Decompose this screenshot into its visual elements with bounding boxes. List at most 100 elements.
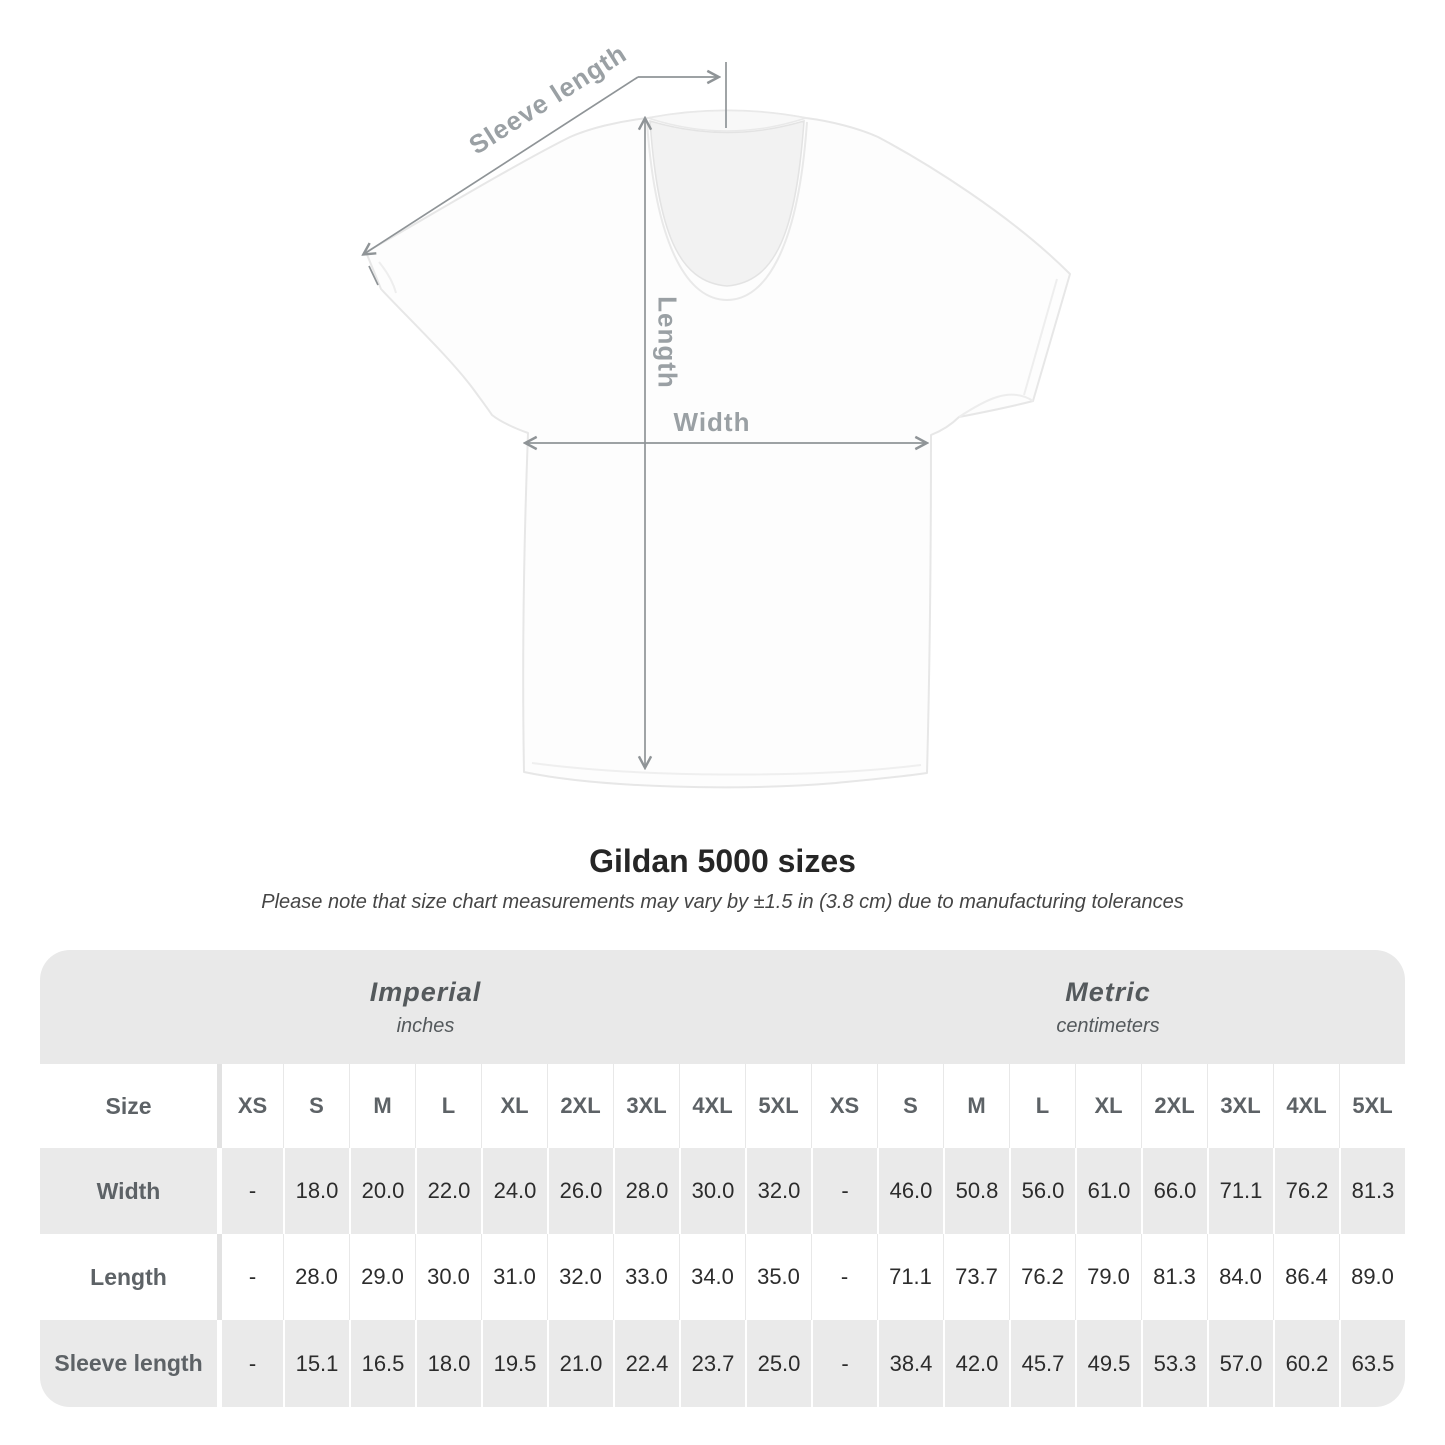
imperial-unit: inches xyxy=(396,1014,455,1037)
value-cell: - xyxy=(217,1148,283,1234)
value-cell: 28.0 xyxy=(613,1148,679,1234)
row-label: Sleeve length xyxy=(54,1350,203,1376)
size-col-header: M xyxy=(943,1064,1009,1148)
value-cell: 53.3 xyxy=(1141,1320,1207,1407)
value-cell: 21.0 xyxy=(547,1320,613,1407)
value-cell: 18.0 xyxy=(415,1320,481,1407)
value-cell: 71.1 xyxy=(877,1234,943,1320)
row-label: Length xyxy=(90,1263,167,1290)
value-cell: 25.0 xyxy=(745,1320,811,1407)
table-row-sleeve-length: Sleeve length - 15.1 16.5 18.0 19.5 21.0… xyxy=(40,1320,1405,1407)
value-cell: 49.5 xyxy=(1075,1320,1141,1407)
size-col-header: 4XL xyxy=(1273,1064,1339,1148)
sleeve-length-extension-line xyxy=(368,265,379,286)
value-cell: 34.0 xyxy=(679,1234,745,1320)
size-col-header: 2XL xyxy=(1141,1064,1207,1148)
size-col-header: S xyxy=(283,1064,349,1148)
size-col-header: 5XL xyxy=(1339,1064,1405,1148)
value-cell: 76.2 xyxy=(1009,1234,1075,1320)
value-cell: 45.7 xyxy=(1009,1320,1075,1407)
size-col-header: 5XL xyxy=(745,1064,811,1148)
value-cell: 84.0 xyxy=(1207,1234,1273,1320)
value-cell: 42.0 xyxy=(943,1320,1009,1407)
value-cell: 18.0 xyxy=(283,1148,349,1234)
page-subtitle: Please note that size chart measurements… xyxy=(261,891,1184,913)
value-cell: 60.2 xyxy=(1273,1320,1339,1407)
size-col-header: XL xyxy=(481,1064,547,1148)
value-cell: 71.1 xyxy=(1207,1148,1273,1234)
value-cell: 73.7 xyxy=(943,1234,1009,1320)
width-label: Width xyxy=(673,407,751,437)
value-cell: 26.0 xyxy=(547,1148,613,1234)
tshirt-neck-hole xyxy=(649,119,805,287)
value-cell: 79.0 xyxy=(1075,1234,1141,1320)
metric-header: Metric centimeters xyxy=(811,950,1405,1064)
tshirt-diagram: Sleeve length Length Width xyxy=(0,38,1071,789)
size-col-header: 3XL xyxy=(1207,1064,1273,1148)
imperial-title: Imperial xyxy=(369,976,482,1007)
length-label: Length xyxy=(652,296,683,389)
value-cell: 81.3 xyxy=(1141,1234,1207,1320)
value-cell: - xyxy=(217,1234,283,1320)
tshirt-back-collar xyxy=(647,109,807,132)
value-cell: - xyxy=(811,1148,877,1234)
value-cell: 32.0 xyxy=(547,1234,613,1320)
value-cell: 61.0 xyxy=(1075,1148,1141,1234)
value-cell: 16.5 xyxy=(349,1320,415,1407)
unit-header-band: Imperial inches Metric centimeters xyxy=(40,950,1405,1064)
size-col-header: XL xyxy=(1075,1064,1141,1148)
value-cell: 89.0 xyxy=(1339,1234,1405,1320)
value-cell: - xyxy=(217,1320,283,1407)
value-cell: 50.8 xyxy=(943,1148,1009,1234)
metric-title: Metric xyxy=(1065,976,1151,1007)
tshirt-left-sleeve-seam xyxy=(378,261,397,294)
value-cell: 86.4 xyxy=(1273,1234,1339,1320)
table-row-width: Width - 18.0 20.0 22.0 24.0 26.0 28.0 30… xyxy=(40,1148,1405,1234)
value-cell: 24.0 xyxy=(481,1148,547,1234)
table-row-length: Length - 28.0 29.0 30.0 31.0 32.0 33.0 3… xyxy=(40,1234,1405,1320)
value-cell: 46.0 xyxy=(877,1148,943,1234)
value-cell: 35.0 xyxy=(745,1234,811,1320)
tshirt-hem-seam xyxy=(531,762,922,776)
size-header-row: Size XS S M L XL 2XL 3XL 4XL 5XL XS S M … xyxy=(40,1064,1405,1148)
page-title: Gildan 5000 sizes xyxy=(589,843,856,879)
size-col-header: 2XL xyxy=(547,1064,613,1148)
value-cell: 22.0 xyxy=(415,1148,481,1234)
size-col-header: XS xyxy=(811,1064,877,1148)
tshirt-right-sleeve-seam xyxy=(1023,278,1058,396)
value-cell: 20.0 xyxy=(349,1148,415,1234)
value-cell: - xyxy=(811,1234,877,1320)
value-cell: 23.7 xyxy=(679,1320,745,1407)
size-col-header: 3XL xyxy=(613,1064,679,1148)
value-cell: 76.2 xyxy=(1273,1148,1339,1234)
tshirt-graphic xyxy=(0,62,1071,789)
value-cell: 66.0 xyxy=(1141,1148,1207,1234)
size-col-header: S xyxy=(877,1064,943,1148)
value-cell: 30.0 xyxy=(415,1234,481,1320)
value-cell: 28.0 xyxy=(283,1234,349,1320)
value-cell: 63.5 xyxy=(1339,1320,1405,1407)
tshirt-collar-seam xyxy=(646,121,808,302)
value-cell: 19.5 xyxy=(481,1320,547,1407)
row-label: Width xyxy=(96,1177,161,1204)
value-cell: 15.1 xyxy=(283,1320,349,1407)
sleeve-length-dimension-line xyxy=(364,76,639,254)
size-col-header: L xyxy=(1009,1064,1075,1148)
size-col-header: 4XL xyxy=(679,1064,745,1148)
size-col-header: L xyxy=(415,1064,481,1148)
value-cell: 22.4 xyxy=(613,1320,679,1407)
value-cell: 29.0 xyxy=(349,1234,415,1320)
value-cell: 57.0 xyxy=(1207,1320,1273,1407)
size-col-header: XS xyxy=(217,1064,283,1148)
size-column-header: Size xyxy=(105,1092,152,1119)
value-cell: 33.0 xyxy=(613,1234,679,1320)
value-cell: 30.0 xyxy=(679,1148,745,1234)
size-table: Imperial inches Metric centimeters Size … xyxy=(40,950,1405,1407)
size-col-header: M xyxy=(349,1064,415,1148)
value-cell: 38.4 xyxy=(877,1320,943,1407)
value-cell: - xyxy=(811,1320,877,1407)
metric-unit: centimeters xyxy=(1056,1014,1160,1037)
value-cell: 31.0 xyxy=(481,1234,547,1320)
value-cell: 56.0 xyxy=(1009,1148,1075,1234)
